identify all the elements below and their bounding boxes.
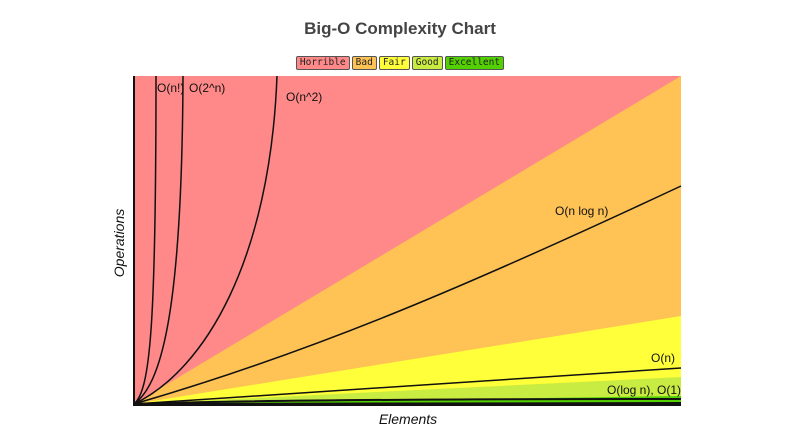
- curve-log-n: [133, 398, 682, 405]
- legend-item-good: Good: [411, 56, 443, 70]
- zone-fair: [134, 316, 681, 404]
- label-factorial: O(n!): [157, 81, 184, 95]
- curves: [133, 75, 682, 405]
- legend-item-excellent: Excellent: [444, 56, 505, 70]
- curve-constant: [133, 402, 682, 405]
- legend-item-horrible: Horrible: [295, 56, 350, 70]
- zone-good: [134, 377, 681, 404]
- y-axis-label: Operations: [111, 209, 127, 277]
- curve-factorial: [133, 75, 157, 405]
- curve-exponential: [133, 75, 184, 405]
- label-quadratic: O(n^2): [286, 90, 322, 104]
- x-axis-label: Elements: [379, 411, 437, 427]
- label-exponential: O(2^n): [189, 81, 225, 95]
- label-linear: O(n): [651, 351, 675, 365]
- legend-item-fair: Fair: [378, 56, 410, 70]
- legend-item-bad: Bad: [351, 56, 377, 70]
- zones: [134, 76, 681, 404]
- chart-title: Big-O Complexity Chart: [304, 19, 496, 38]
- label-log-n-constant: O(log n), O(1): [607, 383, 681, 397]
- axes: [133, 76, 681, 406]
- label-n-log-n: O(n log n): [555, 204, 608, 218]
- curve-quadratic: [133, 75, 278, 405]
- curve-linear: [133, 367, 682, 405]
- zone-bad: [134, 76, 681, 404]
- curve-n-log-n: [133, 185, 682, 405]
- legend: Horrible Bad Fair Good Excellent: [0, 56, 800, 70]
